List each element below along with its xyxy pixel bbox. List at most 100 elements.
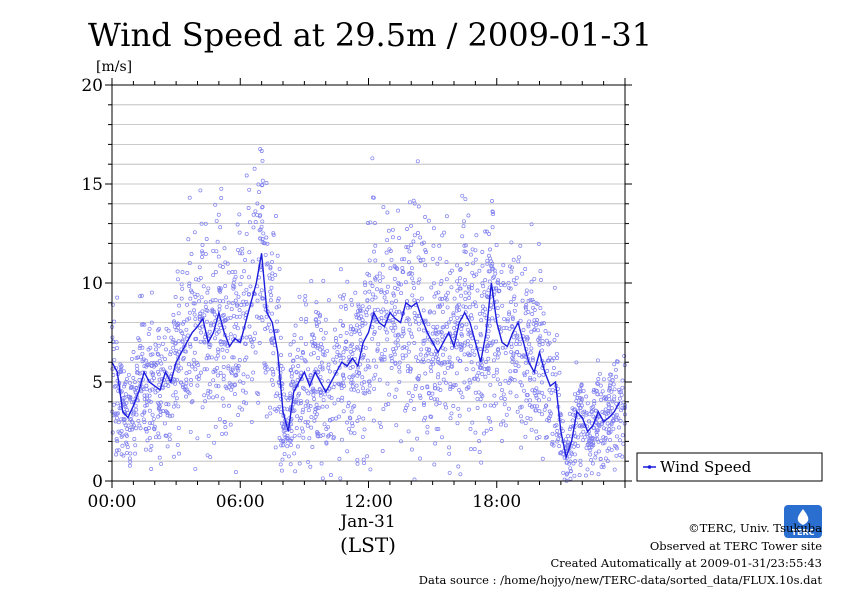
scatter-point xyxy=(494,299,499,304)
scatter-point xyxy=(229,307,234,312)
scatter-point xyxy=(149,290,154,295)
scatter-point xyxy=(375,348,380,353)
y-tick-label: 0 xyxy=(92,472,103,492)
scatter-point xyxy=(247,324,252,329)
scatter-point xyxy=(477,450,482,454)
scatter-point xyxy=(547,418,551,423)
scatter-point xyxy=(366,221,370,225)
scatter-point xyxy=(268,265,273,270)
scatter-point xyxy=(528,398,532,403)
scatter-point xyxy=(208,342,213,347)
scatter-point xyxy=(309,279,314,284)
scatter-point xyxy=(168,352,173,357)
scatter-point xyxy=(596,449,601,454)
scatter-point xyxy=(305,423,310,428)
scatter-point xyxy=(405,364,410,369)
scatter-point xyxy=(213,424,218,429)
scatter-point xyxy=(412,341,417,345)
scatter-point xyxy=(157,382,162,387)
scatter-point xyxy=(163,433,168,438)
scatter-point xyxy=(300,410,305,415)
scatter-point xyxy=(475,396,480,401)
scatter-point xyxy=(515,409,520,414)
scatter-point xyxy=(132,437,137,441)
scatter-point xyxy=(300,385,305,390)
scatter-point xyxy=(350,302,354,307)
scatter-point xyxy=(275,328,280,333)
scatter-point xyxy=(527,342,532,347)
scatter-point xyxy=(220,431,225,436)
scatter-point xyxy=(260,183,264,188)
scatter-point xyxy=(405,227,409,231)
scatter-point xyxy=(355,461,360,466)
scatter-point xyxy=(275,298,280,303)
scatter-point xyxy=(459,348,464,352)
scatter-point xyxy=(139,293,144,298)
scatter-point xyxy=(184,381,189,386)
scatter-point xyxy=(568,459,573,464)
scatter-point xyxy=(241,380,246,385)
scatter-point xyxy=(269,285,274,290)
scatter-point xyxy=(254,314,259,319)
scatter-point xyxy=(567,427,572,432)
scatter-point xyxy=(440,297,444,302)
scatter-point xyxy=(377,325,382,330)
scatter-point xyxy=(327,369,332,374)
scatter-point xyxy=(620,433,625,438)
scatter-point xyxy=(499,396,504,401)
scatter-point xyxy=(448,381,453,386)
scatter-point xyxy=(182,349,187,354)
scatter-point xyxy=(316,405,321,410)
scatter-point xyxy=(352,431,357,436)
scatter-point xyxy=(146,347,151,352)
scatter-point xyxy=(321,349,326,354)
scatter-point xyxy=(409,447,414,452)
scatter-point xyxy=(246,206,251,210)
scatter-point xyxy=(176,311,181,316)
scatter-point xyxy=(550,439,555,444)
scatter-point xyxy=(606,403,611,408)
scatter-point xyxy=(268,289,273,294)
scatter-point xyxy=(288,368,293,373)
scatter-point xyxy=(522,371,527,376)
scatter-point xyxy=(318,347,323,352)
scatter-point xyxy=(261,231,266,236)
scatter-point xyxy=(311,350,316,355)
scatter-point xyxy=(149,361,154,366)
scatter-point xyxy=(532,276,537,281)
scatter-point xyxy=(381,205,386,210)
scatter-point xyxy=(176,425,181,430)
scatter-point xyxy=(514,275,519,280)
scatter-point xyxy=(601,435,606,440)
scatter-point xyxy=(500,388,504,393)
scatter-point xyxy=(128,451,133,456)
scatter-point xyxy=(622,353,627,358)
scatter-point xyxy=(607,423,612,428)
scatter-point xyxy=(405,245,410,250)
scatter-point xyxy=(359,381,364,386)
scatter-point xyxy=(291,359,295,363)
scatter-point xyxy=(207,382,212,387)
scatter-point xyxy=(217,288,222,293)
scatter-point xyxy=(338,318,343,323)
scatter-point xyxy=(356,329,361,334)
scatter-point xyxy=(231,280,236,285)
scatter-point xyxy=(595,432,599,437)
scatter-point xyxy=(151,416,156,421)
scatter-point xyxy=(525,336,530,341)
scatter-point xyxy=(412,233,417,238)
scatter-point xyxy=(221,377,226,382)
scatter-point xyxy=(127,456,132,461)
scatter-point xyxy=(479,392,484,397)
scatter-point xyxy=(189,288,193,293)
scatter-point xyxy=(444,260,449,265)
scatter-point xyxy=(522,388,526,393)
scatter-point xyxy=(568,469,573,474)
scatter-point xyxy=(207,329,212,334)
scatter-point xyxy=(480,372,485,377)
scatter-point xyxy=(449,361,454,366)
scatter-point xyxy=(337,456,342,461)
scatter-point xyxy=(193,367,198,372)
scatter-point xyxy=(336,381,341,386)
scatter-point xyxy=(529,346,534,351)
